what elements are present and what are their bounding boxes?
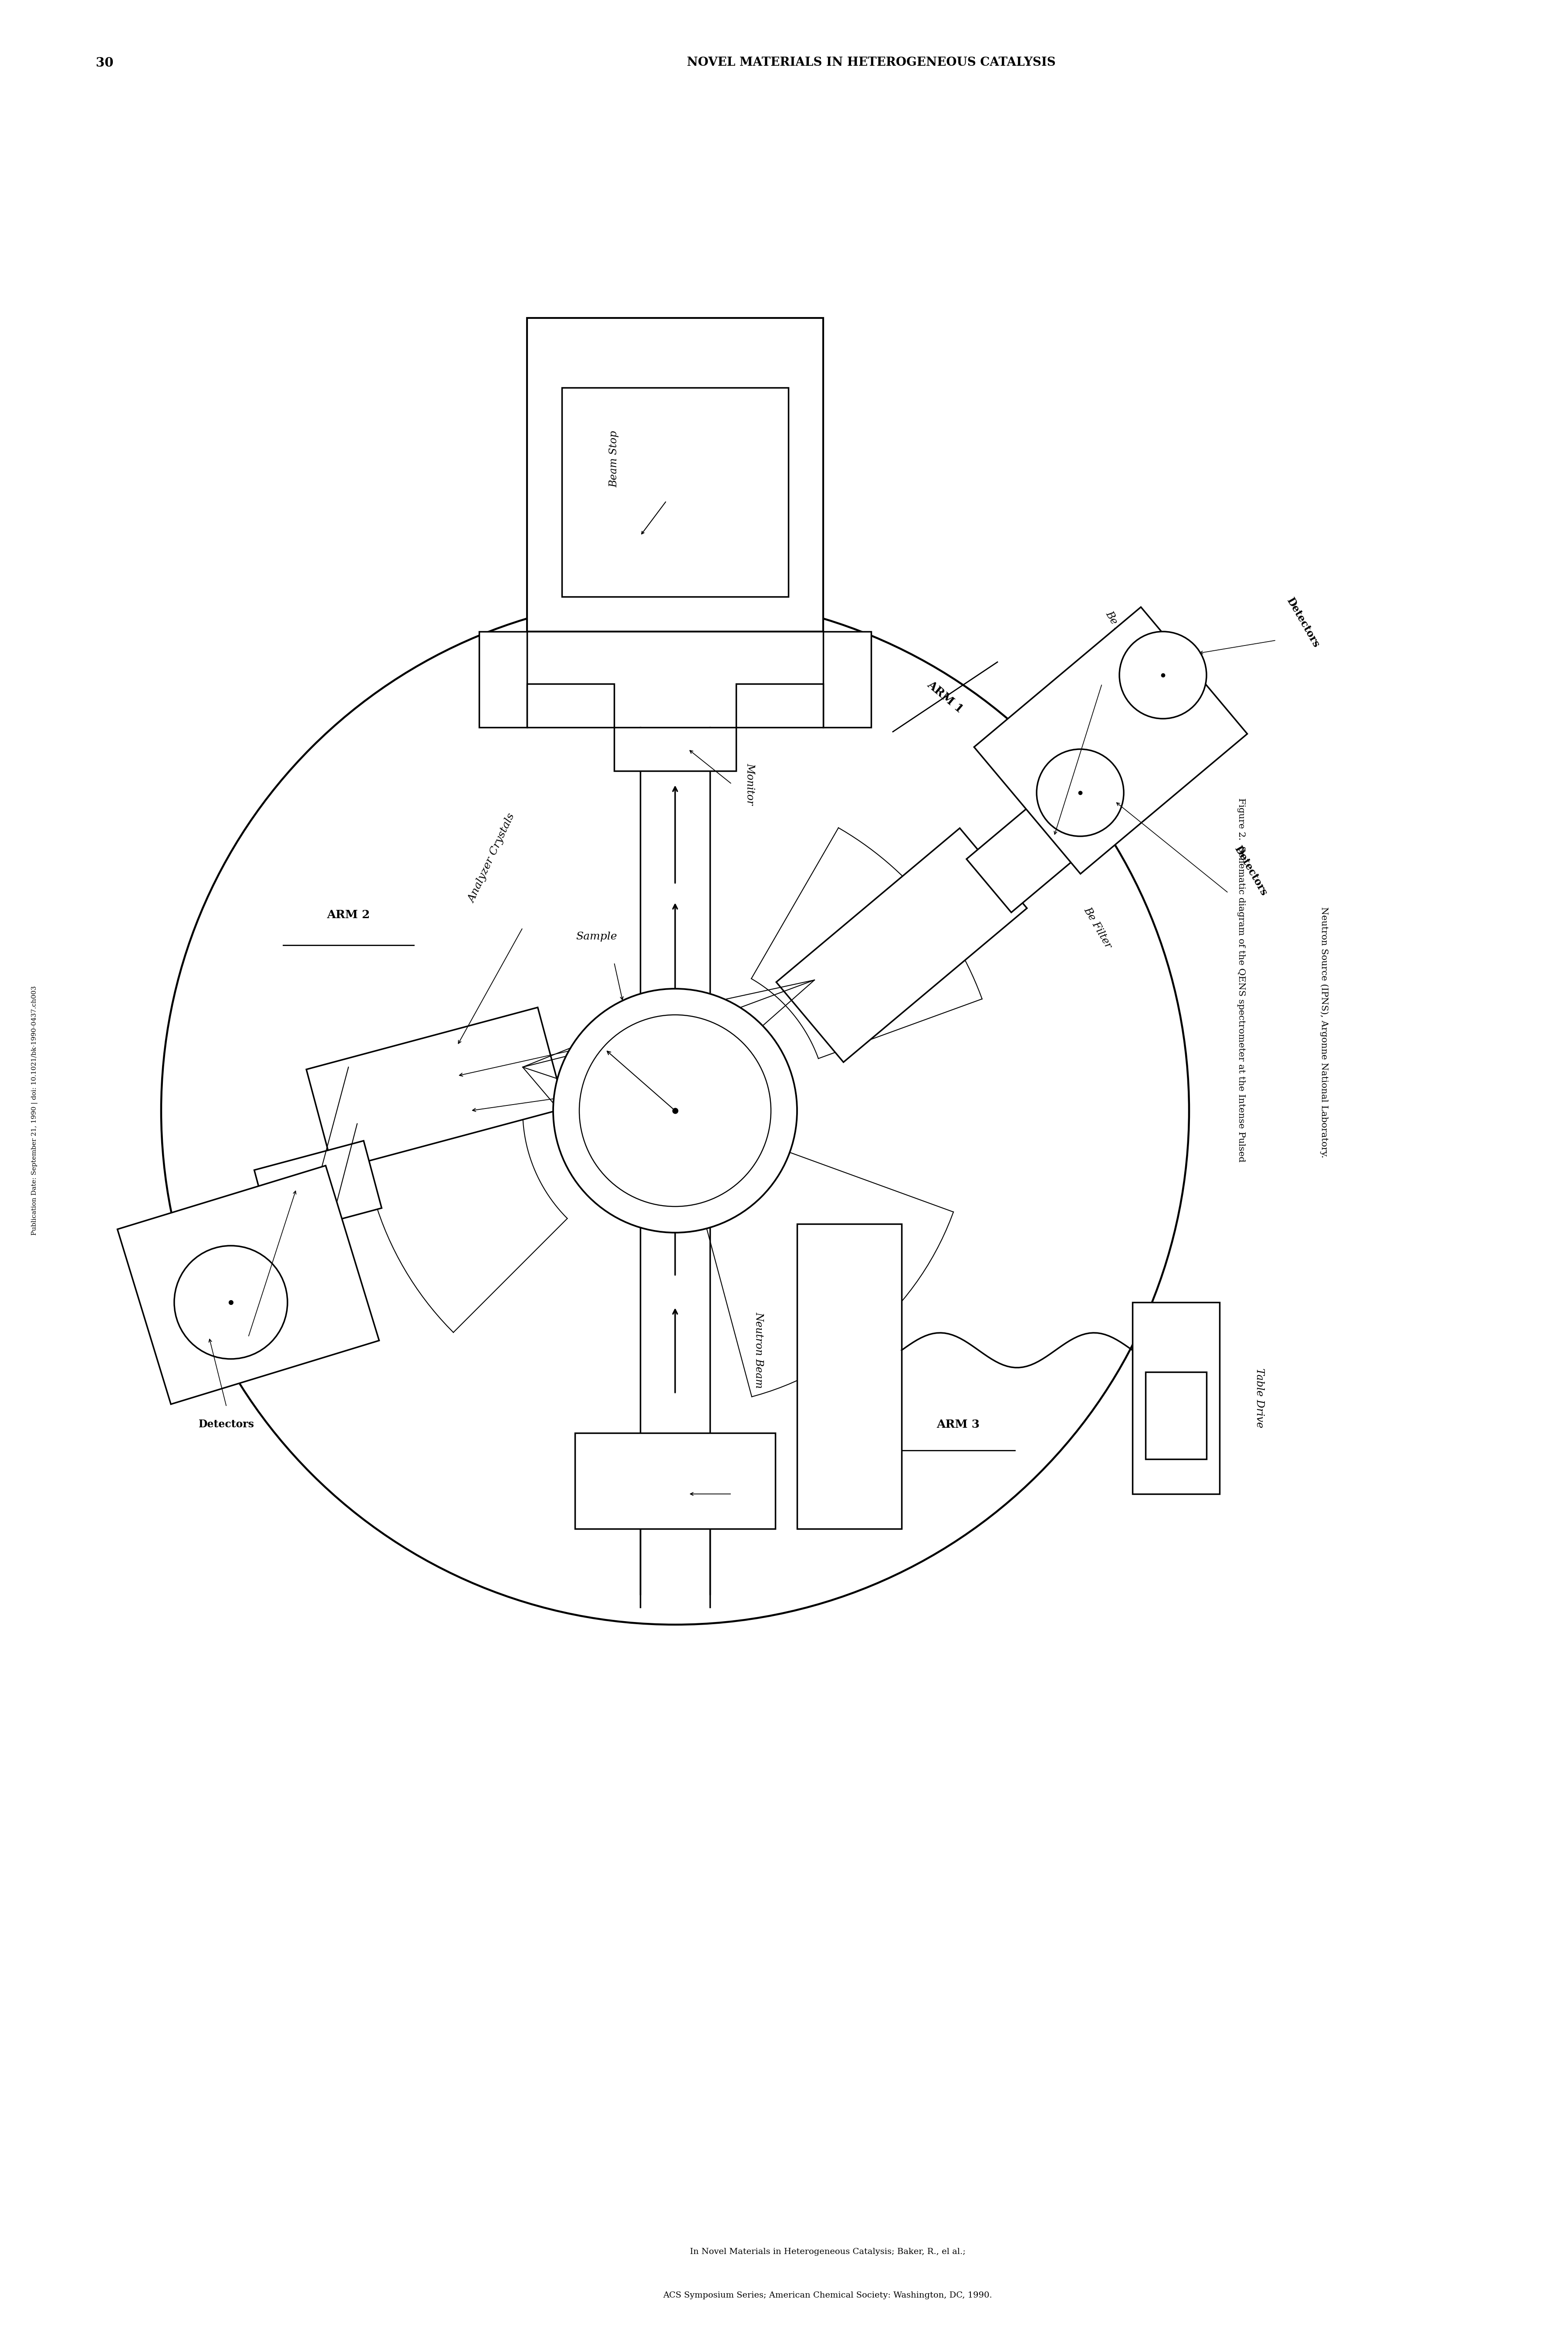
Bar xyxy=(1132,1303,1220,1494)
Bar xyxy=(527,684,615,727)
Circle shape xyxy=(554,988,797,1232)
Polygon shape xyxy=(776,828,1027,1063)
Bar xyxy=(1146,1371,1206,1458)
Bar xyxy=(561,388,789,597)
Text: ARM 3: ARM 3 xyxy=(936,1418,980,1430)
Text: Beam Stop: Beam Stop xyxy=(608,430,619,487)
Polygon shape xyxy=(254,1141,381,1237)
Polygon shape xyxy=(966,786,1098,913)
Text: Detectors: Detectors xyxy=(199,1418,254,1430)
Circle shape xyxy=(579,1014,771,1207)
Text: ACS Symposium Series; American Chemical Society: Washington, DC, 1990.: ACS Symposium Series; American Chemical … xyxy=(663,2291,993,2300)
Text: Detectors: Detectors xyxy=(1232,844,1270,898)
Circle shape xyxy=(1036,750,1124,837)
Bar xyxy=(480,633,527,727)
Circle shape xyxy=(174,1247,287,1359)
Text: ARM 1: ARM 1 xyxy=(925,680,966,715)
Polygon shape xyxy=(974,607,1247,875)
Polygon shape xyxy=(306,1007,564,1171)
Text: Be Filter: Be Filter xyxy=(1104,609,1135,654)
Text: Figure 2.  Schematic diagram of the QENS spectrometer at the Intense Pulsed: Figure 2. Schematic diagram of the QENS … xyxy=(1237,797,1245,1162)
Text: Neutron Beam: Neutron Beam xyxy=(754,1312,764,1388)
Text: Sample: Sample xyxy=(575,931,618,941)
Text: Be Filter: Be Filter xyxy=(1082,906,1113,950)
Polygon shape xyxy=(118,1167,379,1404)
Text: Analyzer Crystals: Analyzer Crystals xyxy=(467,811,517,903)
Text: ARM 2: ARM 2 xyxy=(326,910,370,920)
Circle shape xyxy=(1120,633,1206,720)
Bar xyxy=(735,684,823,727)
Bar xyxy=(797,1223,902,1529)
Text: Table Drive: Table Drive xyxy=(1254,1369,1264,1428)
Bar xyxy=(527,318,823,633)
Text: 30: 30 xyxy=(96,56,113,68)
Bar xyxy=(823,633,872,727)
Bar xyxy=(575,1432,775,1529)
Text: Monitor: Monitor xyxy=(745,1472,754,1515)
Text: Be Filter: Be Filter xyxy=(209,1331,254,1343)
Text: Publication Date: September 21, 1990 | doi: 10.1021/bk-1990-0437.ch003: Publication Date: September 21, 1990 | d… xyxy=(31,985,38,1235)
Text: Neutron Source (IPNS), Argonne National Laboratory.: Neutron Source (IPNS), Argonne National … xyxy=(1320,908,1328,1157)
Text: Monitor: Monitor xyxy=(745,762,754,804)
Text: NOVEL MATERIALS IN HETEROGENEOUS CATALYSIS: NOVEL MATERIALS IN HETEROGENEOUS CATALYS… xyxy=(687,56,1055,68)
Bar xyxy=(615,727,735,771)
Text: Detectors: Detectors xyxy=(1284,595,1322,649)
Bar xyxy=(615,1472,735,1515)
Text: In Novel Materials in Heterogeneous Catalysis; Baker, R., el al.;: In Novel Materials in Heterogeneous Cata… xyxy=(690,2249,966,2256)
